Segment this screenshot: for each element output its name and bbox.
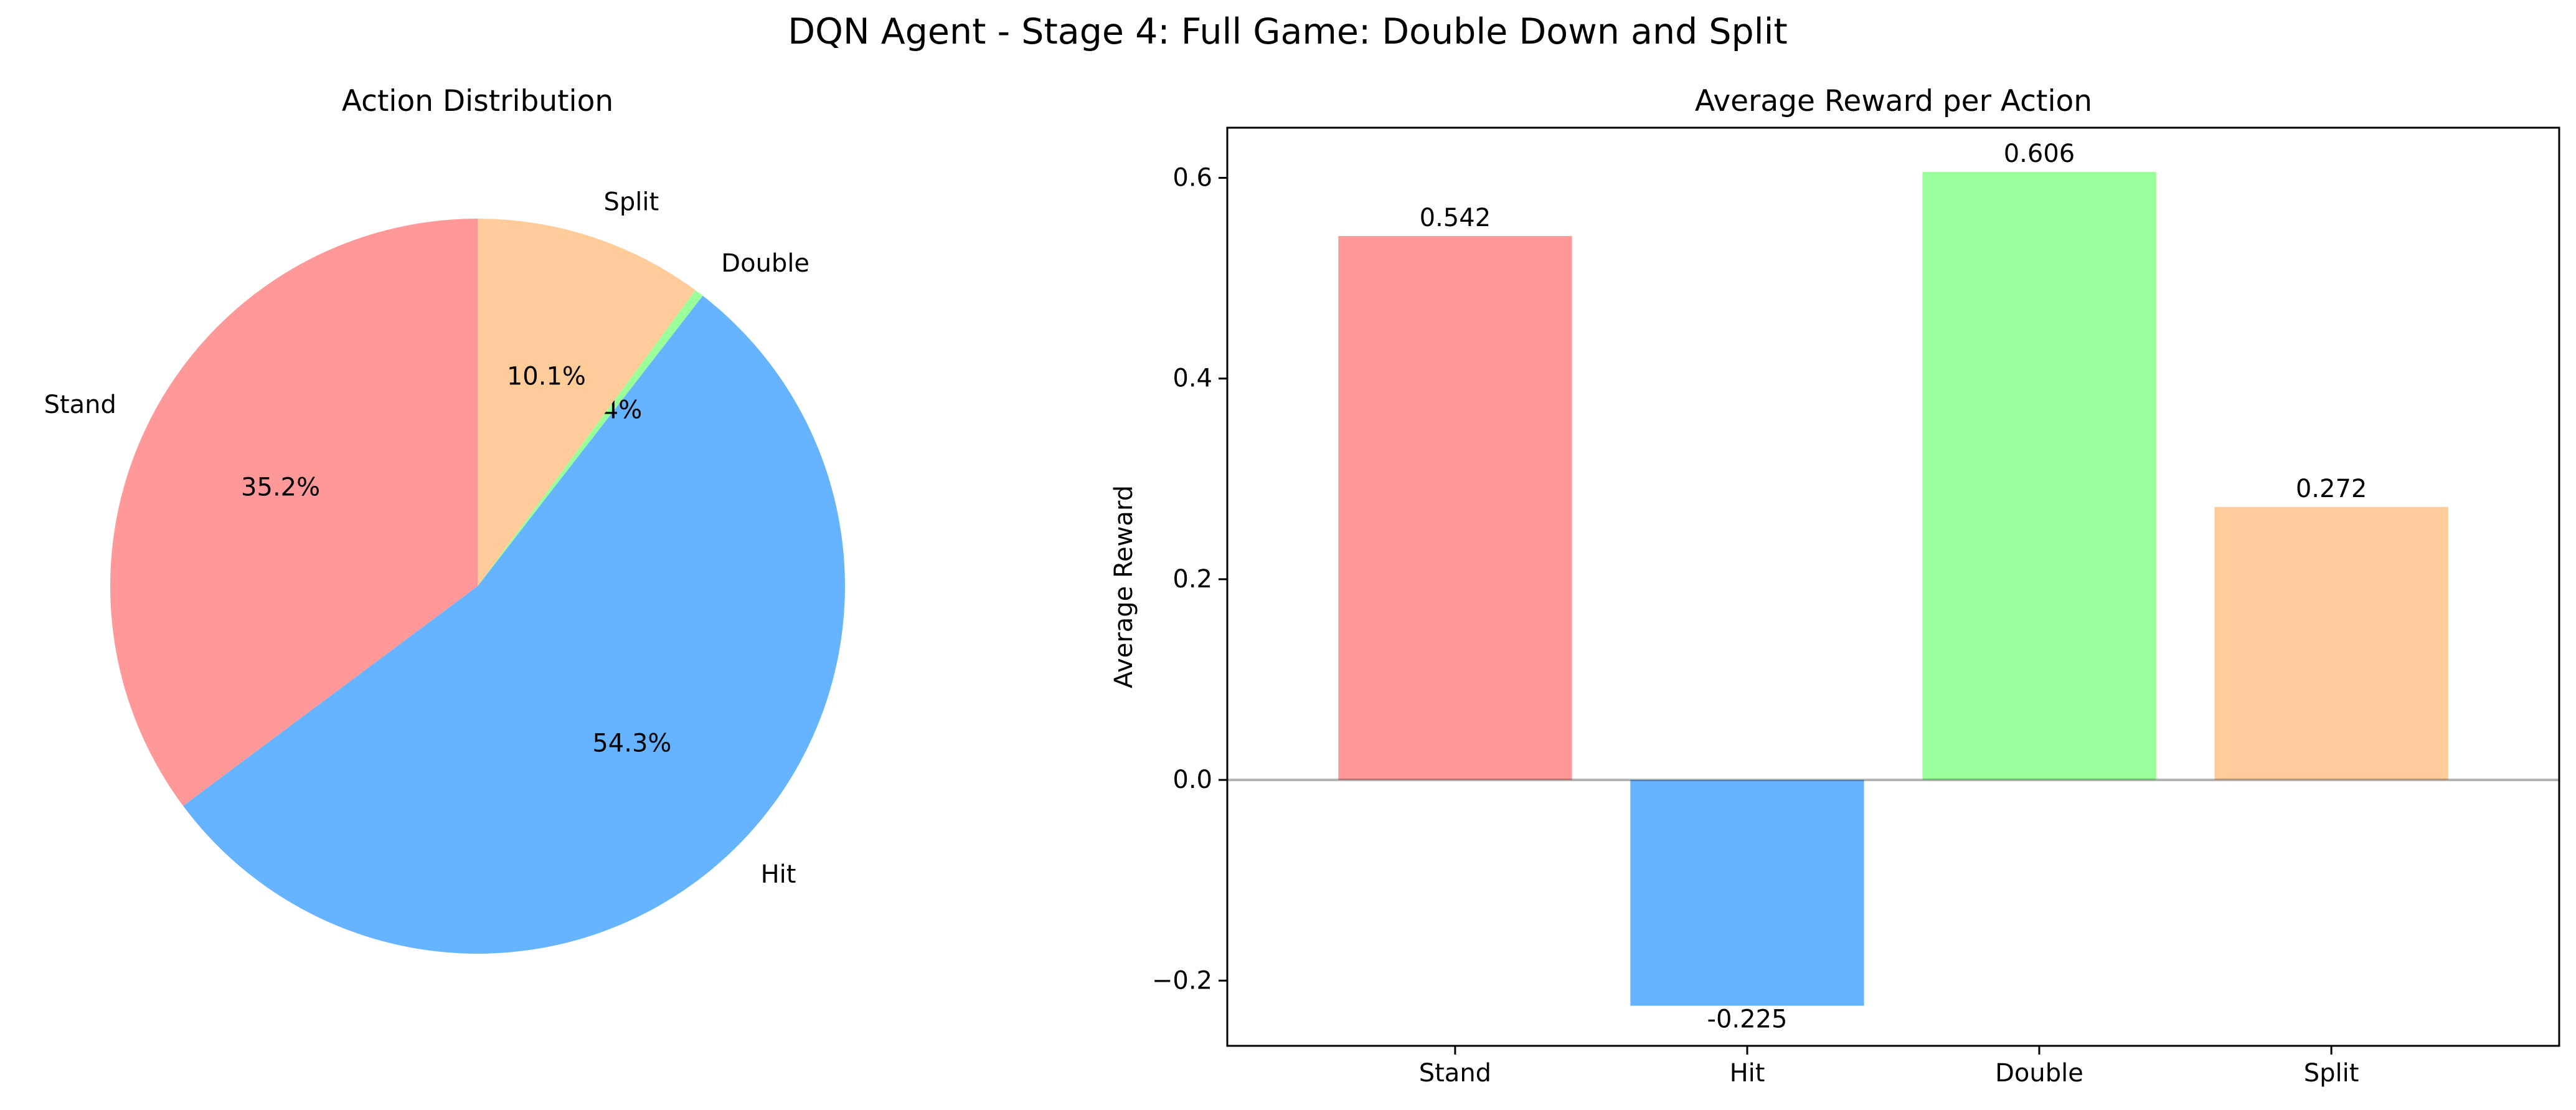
- pie-label-double: Double: [721, 249, 809, 278]
- pie-slice-split: [478, 219, 696, 586]
- bar-stand: [1338, 236, 1572, 780]
- x-tick-label-stand: Stand: [1419, 1059, 1491, 1088]
- pie-slice-double: [478, 290, 703, 586]
- pie-pct-stand: 35.2%: [241, 473, 320, 501]
- bar-hit: [1630, 780, 1864, 1006]
- value-label-double: 0.606: [2004, 140, 2075, 168]
- pie-slice-hit: [183, 295, 846, 954]
- value-label-stand: 0.542: [1420, 204, 1491, 232]
- figure-title: DQN Agent - Stage 4: Full Game: Double D…: [788, 11, 1788, 52]
- x-tick-label-split: Split: [2304, 1059, 2359, 1088]
- pie-label-split: Split: [604, 187, 659, 216]
- value-label-hit: -0.225: [1707, 1005, 1788, 1033]
- pie-slice-stand: [110, 219, 478, 806]
- pie-pct-split: 10.1%: [507, 363, 586, 391]
- bar-chart: 0.542 -0.225 0.606 0.272 −0.2 0.0 0.2 0.4 0.6 Sta…: [1110, 126, 2560, 1088]
- pie-pct-hit: 54.3%: [592, 729, 671, 758]
- pie-title: Action Distribution: [342, 84, 613, 118]
- y-tick-label: −0.2: [1152, 966, 1212, 995]
- y-tick-label: 0.2: [1172, 565, 1212, 594]
- bar-axes-frame: [1226, 126, 2560, 1047]
- y-tick-label: 0.6: [1172, 164, 1212, 192]
- y-tick-label: 0.4: [1172, 364, 1212, 393]
- bar-split: [2214, 506, 2448, 780]
- bar-double: [1922, 171, 2156, 780]
- y-tick-label: 0.0: [1172, 766, 1212, 794]
- pie-label-stand: Stand: [44, 391, 116, 419]
- x-tick-label-hit: Hit: [1730, 1059, 1765, 1088]
- pie-label-hit: Hit: [761, 860, 796, 889]
- value-label-split: 0.272: [2296, 475, 2367, 503]
- x-tick-label-double: Double: [1995, 1059, 2083, 1088]
- bar-title: Average Reward per Action: [1695, 84, 2092, 118]
- y-axis-label: Average Reward: [1110, 485, 1138, 688]
